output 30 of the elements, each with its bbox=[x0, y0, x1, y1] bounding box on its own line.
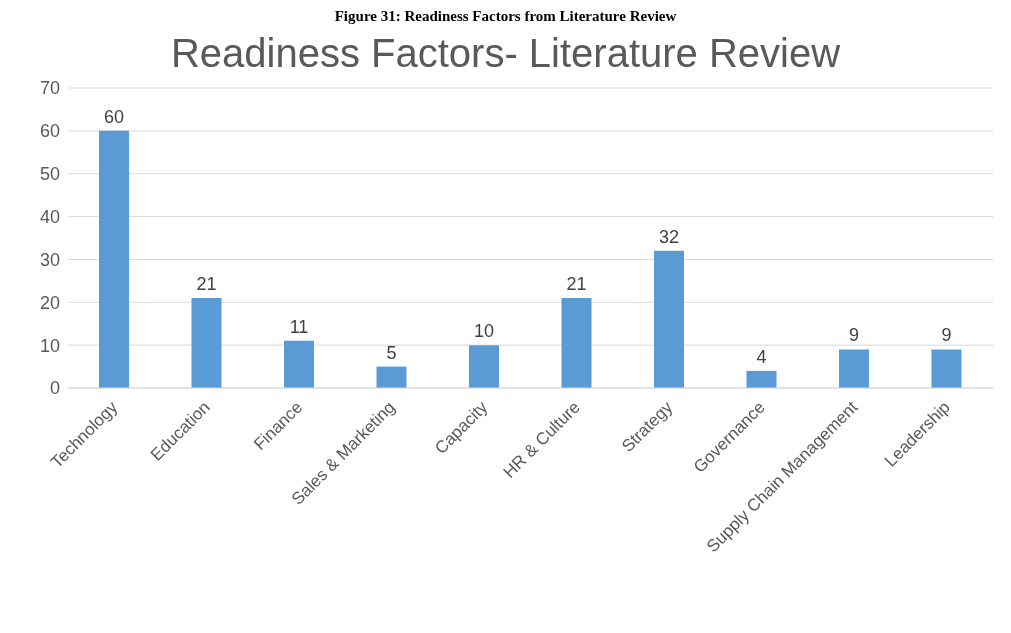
data-label: 9 bbox=[848, 325, 860, 346]
y-tick-label: 50 bbox=[39, 164, 60, 185]
data-label: 60 bbox=[103, 106, 125, 127]
bar bbox=[931, 349, 962, 388]
y-tick-label: 40 bbox=[39, 206, 60, 227]
y-tick-label: 20 bbox=[39, 292, 60, 313]
bar bbox=[839, 349, 869, 388]
bar bbox=[561, 298, 592, 388]
bar bbox=[99, 130, 129, 388]
data-label: 4 bbox=[756, 346, 767, 367]
y-tick-label: 60 bbox=[39, 121, 60, 142]
data-label: 21 bbox=[196, 274, 217, 294]
bar bbox=[654, 250, 684, 388]
data-label: 5 bbox=[386, 342, 397, 363]
bar bbox=[469, 345, 499, 388]
y-tick-label: 30 bbox=[39, 249, 60, 270]
y-tick-label: 0 bbox=[49, 378, 60, 399]
data-label: 9 bbox=[941, 325, 952, 346]
chart-title: Readiness Factors- Literature Review bbox=[169, 31, 842, 76]
bar bbox=[376, 366, 407, 388]
data-label: 32 bbox=[658, 226, 680, 247]
bar bbox=[191, 298, 222, 388]
bar bbox=[284, 340, 314, 388]
caption: Figure 31: Readiness Factors from Literature Review bbox=[333, 8, 678, 25]
bar bbox=[746, 370, 777, 388]
data-label: 10 bbox=[473, 321, 495, 342]
data-label: 11 bbox=[289, 316, 309, 337]
data-label: 21 bbox=[566, 274, 587, 294]
y-tick-label: 70 bbox=[39, 78, 60, 99]
y-tick-label: 10 bbox=[39, 335, 60, 356]
